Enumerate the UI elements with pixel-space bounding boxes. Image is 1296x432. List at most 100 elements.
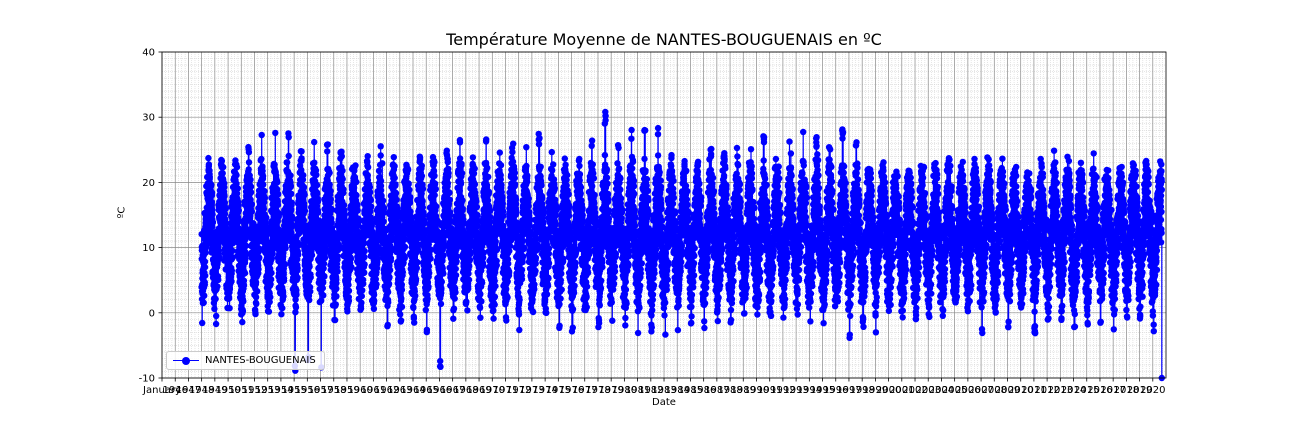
data-point xyxy=(493,262,500,269)
data-point xyxy=(446,189,453,196)
data-point xyxy=(379,160,386,167)
data-point xyxy=(471,181,479,188)
data-point xyxy=(516,296,523,304)
x-tick-label: 1968 xyxy=(453,385,478,396)
data-point xyxy=(390,154,397,161)
data-point xyxy=(450,315,457,322)
data-point xyxy=(201,292,208,299)
data-point xyxy=(353,192,360,199)
data-point xyxy=(364,164,372,171)
data-point xyxy=(385,299,392,306)
data-point xyxy=(437,363,444,370)
x-tick-label: 2008 xyxy=(982,385,1007,396)
data-point xyxy=(202,249,209,257)
y-tick-label: -10 xyxy=(139,374,155,385)
data-point xyxy=(254,288,261,295)
data-point xyxy=(236,217,243,225)
data-point xyxy=(288,206,295,213)
data-point xyxy=(226,305,233,312)
data-point xyxy=(247,176,254,183)
data-point xyxy=(252,310,259,318)
data-point xyxy=(267,276,275,283)
data-point xyxy=(274,179,281,186)
data-point xyxy=(233,171,240,179)
data-point xyxy=(332,301,339,308)
x-tick-label: 2010 xyxy=(1008,385,1033,396)
data-point xyxy=(256,245,263,252)
data-point xyxy=(473,198,480,205)
data-point xyxy=(285,152,292,160)
data-point xyxy=(292,304,300,311)
data-point xyxy=(240,277,248,284)
x-tick-label: 2015 xyxy=(1074,385,1099,396)
data-point xyxy=(253,300,260,307)
x-tick-label: 1997 xyxy=(836,385,861,396)
x-tick-label: 2009 xyxy=(995,385,1020,396)
data-point xyxy=(492,282,499,290)
data-point xyxy=(221,193,228,200)
x-tick-label: 2013 xyxy=(1048,385,1073,396)
data-point xyxy=(491,293,499,300)
data-point xyxy=(306,296,313,304)
data-point xyxy=(452,289,459,296)
data-point xyxy=(208,181,215,188)
data-point xyxy=(247,189,255,196)
data-point xyxy=(515,311,523,318)
data-point xyxy=(431,158,438,166)
x-tick-label: 1986 xyxy=(691,385,716,396)
data-point xyxy=(209,211,216,218)
data-point xyxy=(222,205,229,212)
x-tick-label: 1991 xyxy=(757,385,782,396)
data-point xyxy=(410,304,417,312)
data-point xyxy=(485,188,493,195)
data-point xyxy=(211,305,218,313)
data-point xyxy=(445,169,452,177)
data-point xyxy=(202,272,209,279)
data-point xyxy=(345,297,353,304)
data-point xyxy=(265,308,273,315)
data-point xyxy=(368,203,375,210)
data-point xyxy=(451,295,458,302)
data-point xyxy=(261,194,268,202)
y-tick-label: 40 xyxy=(142,48,155,59)
data-point xyxy=(240,282,248,289)
data-point xyxy=(212,295,219,303)
x-tick-label: 1960 xyxy=(347,385,372,396)
data-point xyxy=(418,172,426,180)
data-point xyxy=(516,326,523,334)
data-point xyxy=(255,266,262,273)
data-point xyxy=(406,186,413,193)
x-tick-label: 1977 xyxy=(572,385,597,396)
x-tick-label: 1987 xyxy=(704,385,729,396)
data-point xyxy=(274,201,282,209)
data-point xyxy=(235,202,242,209)
data-point xyxy=(295,251,302,258)
data-point xyxy=(422,306,429,314)
data-point xyxy=(326,169,333,177)
data-point xyxy=(452,265,459,273)
x-tick-label: 1980 xyxy=(612,385,637,396)
data-point xyxy=(360,280,367,287)
x-tick-label: 2004 xyxy=(929,385,954,396)
data-point xyxy=(268,269,275,277)
data-point xyxy=(450,305,458,312)
data-point xyxy=(483,136,490,143)
data-point xyxy=(294,265,301,272)
x-tick-label: 2018 xyxy=(1114,385,1139,396)
x-tick-label: 1999 xyxy=(863,385,888,396)
data-point xyxy=(221,199,228,206)
data-point xyxy=(520,253,527,260)
data-point xyxy=(425,269,433,277)
data-point xyxy=(307,274,314,281)
data-point xyxy=(398,303,406,311)
data-point xyxy=(307,288,314,295)
data-point xyxy=(478,279,486,287)
x-tick-label: 2020 xyxy=(1140,385,1165,396)
data-point xyxy=(505,269,513,276)
data-point xyxy=(411,319,418,326)
data-point xyxy=(275,191,282,198)
data-point xyxy=(438,285,445,292)
data-point xyxy=(498,181,505,189)
data-point xyxy=(387,254,395,262)
data-point xyxy=(385,280,393,287)
